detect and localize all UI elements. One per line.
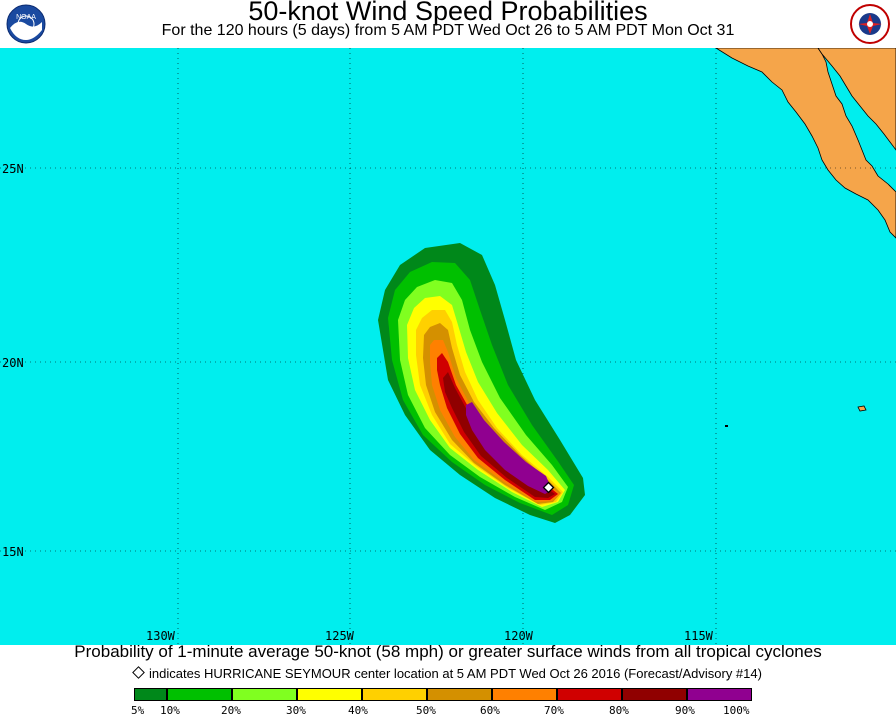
legend-swatch — [362, 688, 427, 701]
legend-swatch — [167, 688, 232, 701]
page-subtitle: For the 120 hours (5 days) from 5 AM PDT… — [161, 22, 735, 39]
legend-swatch — [687, 688, 752, 701]
legend-swatch — [557, 688, 622, 701]
map-canvas — [0, 48, 896, 645]
noaa-logo: NOAA — [6, 4, 46, 44]
map-caption: Probability of 1-minute average 50-knot … — [74, 642, 822, 661]
diamond-icon — [132, 666, 145, 679]
legend-label: 10% — [160, 704, 180, 717]
legend-label: 80% — [609, 704, 629, 717]
lon-label-130w: 130W — [146, 629, 175, 643]
legend-label: 5% — [131, 704, 145, 717]
lon-label-115w: 115W — [684, 629, 713, 643]
legend-swatch — [232, 688, 297, 701]
contour-90pct — [466, 402, 552, 494]
lat-label-20n: 20N — [2, 356, 24, 370]
storm-note: indicates HURRICANE SEYMOUR center locat… — [0, 666, 896, 681]
probability-map: 25N 20N 15N 130W 125W 120W 115W — [0, 48, 896, 645]
footer: Probability of 1-minute average 50-knot … — [0, 642, 896, 717]
svg-text:NOAA: NOAA — [16, 14, 36, 21]
legend-label: 40% — [348, 704, 368, 717]
legend-swatch — [492, 688, 557, 701]
diamond-icon — [542, 481, 555, 494]
island — [857, 405, 867, 412]
legend-label: 100% — [723, 704, 750, 717]
island — [725, 425, 728, 427]
nws-logo — [850, 4, 890, 44]
baja-california-landmass — [715, 48, 896, 239]
legend-label: 30% — [286, 704, 306, 717]
probability-contours — [378, 243, 585, 523]
contour-50pct — [423, 323, 561, 504]
lat-label-25n: 25N — [2, 162, 24, 176]
legend-label: 50% — [416, 704, 436, 717]
legend-swatch — [134, 688, 167, 701]
legend-label: 60% — [480, 704, 500, 717]
legend-label: 70% — [544, 704, 564, 717]
storm-note-text: indicates HURRICANE SEYMOUR center locat… — [149, 666, 762, 681]
legend-swatch — [297, 688, 362, 701]
header: NOAA 50-knot Wind Speed Probabilities Fo… — [0, 0, 896, 48]
legend-label: 20% — [221, 704, 241, 717]
legend-label: 90% — [675, 704, 695, 717]
lat-label-15n: 15N — [2, 545, 24, 559]
lon-label-125w: 125W — [325, 629, 354, 643]
legend-swatch — [427, 688, 492, 701]
mexico-mainland-landmass — [817, 48, 896, 151]
lon-label-120w: 120W — [504, 629, 533, 643]
page-title: 50-knot Wind Speed Probabilities — [248, 0, 648, 26]
legend-swatch — [622, 688, 687, 701]
